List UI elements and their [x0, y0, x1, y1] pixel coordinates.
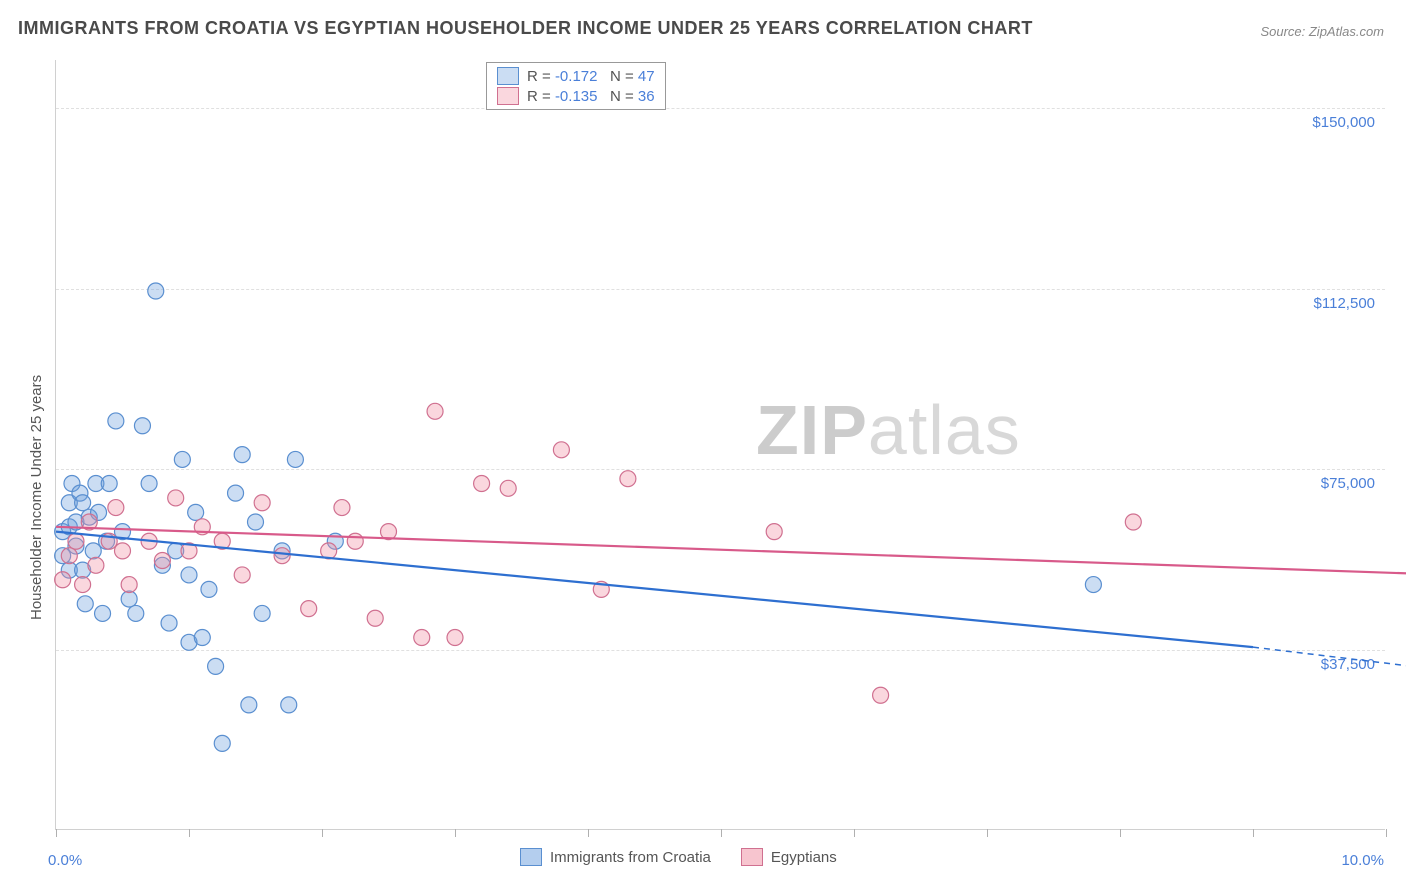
data-point — [347, 533, 363, 549]
data-point — [214, 735, 230, 751]
data-point — [1085, 577, 1101, 593]
x-axis-max-label: 10.0% — [1341, 852, 1384, 869]
data-point — [61, 548, 77, 564]
data-point — [128, 605, 144, 621]
data-point — [474, 476, 490, 492]
x-tick — [1386, 829, 1387, 837]
data-point — [161, 615, 177, 631]
data-point — [367, 610, 383, 626]
data-point — [248, 514, 264, 530]
data-point — [194, 630, 210, 646]
legend-row-egyptians: R = -0.135 N = 36 — [497, 87, 655, 105]
data-point — [88, 557, 104, 573]
correlation-legend: R = -0.172 N = 47 R = -0.135 N = 36 — [486, 62, 666, 110]
data-point — [148, 283, 164, 299]
swatch-croatia-icon — [520, 848, 542, 866]
data-point — [1125, 514, 1141, 530]
x-tick — [588, 829, 589, 837]
data-point — [121, 577, 137, 593]
data-point — [154, 553, 170, 569]
data-point — [274, 548, 290, 564]
x-tick — [1120, 829, 1121, 837]
data-point — [188, 504, 204, 520]
data-point — [620, 471, 636, 487]
data-point — [201, 581, 217, 597]
data-point — [115, 543, 131, 559]
data-point — [68, 533, 84, 549]
data-point — [75, 495, 91, 511]
data-point — [234, 567, 250, 583]
data-point — [873, 687, 889, 703]
source-attribution: Source: ZipAtlas.com — [1260, 24, 1384, 39]
data-point — [77, 596, 93, 612]
legend-item-croatia: Immigrants from Croatia — [520, 848, 711, 866]
data-point — [334, 500, 350, 516]
data-point — [254, 495, 270, 511]
data-point — [85, 543, 101, 559]
x-tick — [854, 829, 855, 837]
data-point — [208, 658, 224, 674]
scatter-plot — [56, 60, 1385, 829]
regression-line-extrapolated — [1253, 647, 1406, 671]
x-tick — [987, 829, 988, 837]
data-point — [55, 572, 71, 588]
x-tick — [189, 829, 190, 837]
data-point — [121, 591, 137, 607]
x-tick — [322, 829, 323, 837]
regression-line — [56, 532, 1253, 648]
data-point — [500, 480, 516, 496]
chart-title: IMMIGRANTS FROM CROATIA VS EGYPTIAN HOUS… — [18, 18, 1033, 39]
chart-plot-area: ZIPatlas $37,500$75,000$112,500$150,000 … — [55, 60, 1385, 830]
data-point — [174, 451, 190, 467]
data-point — [101, 476, 117, 492]
swatch-egyptians-icon — [741, 848, 763, 866]
data-point — [234, 447, 250, 463]
data-point — [108, 413, 124, 429]
data-point — [414, 630, 430, 646]
data-point — [427, 403, 443, 419]
data-point — [447, 630, 463, 646]
swatch-egyptians — [497, 87, 519, 105]
data-point — [241, 697, 257, 713]
y-axis-title: Householder Income Under 25 years — [28, 375, 45, 620]
data-point — [281, 697, 297, 713]
data-point — [766, 524, 782, 540]
data-point — [141, 476, 157, 492]
data-point — [181, 567, 197, 583]
swatch-croatia — [497, 67, 519, 85]
x-tick — [56, 829, 57, 837]
data-point — [134, 418, 150, 434]
x-tick — [455, 829, 456, 837]
data-point — [287, 451, 303, 467]
data-point — [168, 490, 184, 506]
data-point — [95, 605, 111, 621]
legend-row-croatia: R = -0.172 N = 47 — [497, 67, 655, 85]
data-point — [254, 605, 270, 621]
series-legend: Immigrants from Croatia Egyptians — [520, 848, 837, 866]
x-axis-min-label: 0.0% — [48, 852, 82, 869]
data-point — [75, 577, 91, 593]
data-point — [108, 500, 124, 516]
x-tick — [721, 829, 722, 837]
x-tick — [1253, 829, 1254, 837]
data-point — [553, 442, 569, 458]
data-point — [228, 485, 244, 501]
legend-item-egyptians: Egyptians — [741, 848, 837, 866]
data-point — [301, 601, 317, 617]
